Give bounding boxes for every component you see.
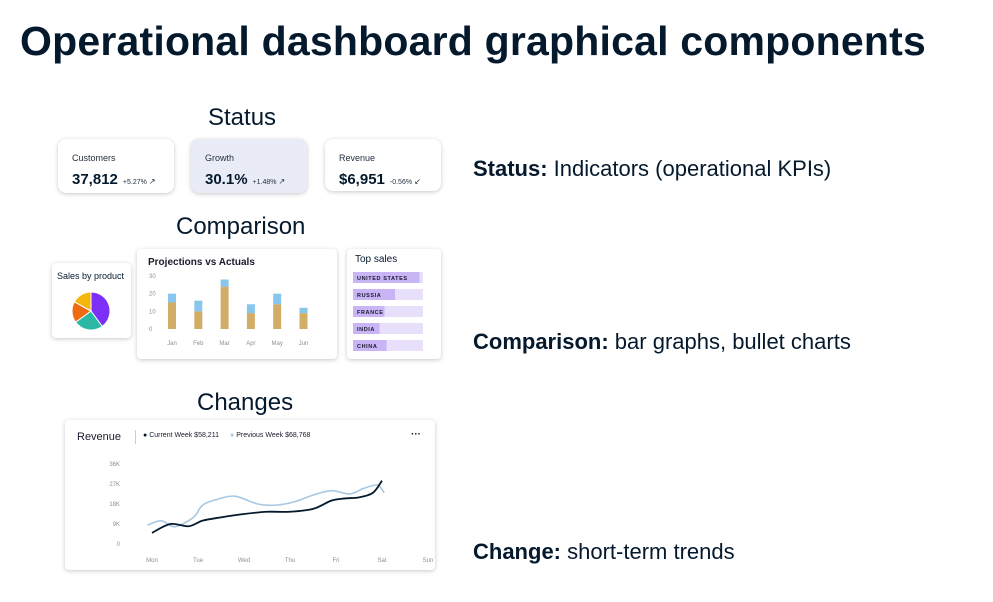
legend-dot-current: ●: [143, 432, 150, 439]
kpi-delta: +1.48%: [252, 179, 277, 186]
previous-week-line: [147, 484, 385, 528]
x-tick-label: Thu: [285, 558, 295, 564]
x-tick-label: Mar: [219, 341, 229, 347]
bullet-track: [353, 306, 423, 317]
legend-current-week: ● Current Week $58,211: [143, 432, 219, 439]
trend-up-icon: ↗: [278, 177, 286, 186]
bullet-bar: [353, 306, 385, 317]
bar-mar-s0: [220, 286, 229, 329]
x-tick-label: Mon: [146, 558, 158, 564]
y-tick-label: 10: [149, 309, 156, 315]
pie-chart-card: Sales by product: [52, 263, 131, 338]
y-tick-label: 27K: [109, 482, 120, 488]
trend-down-icon: ↙: [414, 177, 421, 186]
kpi-card-customers[interactable]: Customers 37,812 +5.27% ↗: [58, 139, 174, 193]
bullet-label: RUSSIA: [357, 293, 381, 299]
top-sales-title: Top sales: [355, 254, 398, 265]
bullet-label: FRANCE: [357, 310, 384, 316]
bar-jan-s1: [168, 293, 176, 303]
bar-jun-s0: [299, 313, 308, 329]
bullet-label: UNITED STATES: [357, 276, 408, 282]
y-tick-label: 30: [149, 274, 156, 280]
top-sales-bullet-chart: UNITED STATES RUSSIA FRANCE INDIA CHINA: [353, 272, 423, 351]
bullet-bar: [353, 272, 420, 283]
current-week-line: [151, 480, 383, 534]
kpi-value: 30.1%: [205, 171, 248, 188]
kpi-card-growth[interactable]: Growth 30.1% +1.48% ↗: [191, 139, 307, 193]
pie-slice-1: [74, 310, 103, 331]
bar-jun-s1: [299, 307, 308, 314]
revenue-chart-card: Revenue ● Current Week $58,211 ● Previou…: [65, 420, 435, 570]
x-tick-label: Wed: [238, 558, 250, 564]
y-tick-label: 0: [149, 327, 153, 333]
revenue-line-chart: 0 9K 18K 27K 36K Mon Tue Wed Thu Fri Sat Sun: [109, 462, 434, 564]
y-tick-label: 18K: [109, 502, 120, 508]
x-tick-label: Apr: [246, 341, 255, 347]
y-tick-label: 36K: [109, 462, 120, 468]
x-tick-label: Tue: [193, 558, 204, 564]
pie-slice-3: [73, 291, 92, 312]
x-tick-label: Jun: [299, 341, 309, 347]
bar-apr-s1: [246, 304, 255, 314]
bar-mar-s1: [220, 279, 229, 287]
changes-heading: Changes: [197, 389, 294, 416]
x-tick-label: Jan: [167, 341, 177, 347]
kpi-value: $6,951: [339, 171, 385, 188]
page-title: Operational dashboard graphical componen…: [20, 18, 926, 64]
bullet-label: CHINA: [357, 344, 377, 350]
bar-feb-s1: [194, 300, 203, 312]
comparison-description: Comparison: bar graphs, bullet charts: [473, 329, 851, 354]
kpi-label: Customers: [72, 153, 116, 163]
bullet-track: [353, 340, 423, 351]
y-tick-label: 9K: [113, 522, 120, 528]
bullet-bar: [353, 340, 387, 351]
x-tick-label: Feb: [193, 341, 204, 347]
x-tick-label: Sat: [377, 558, 386, 564]
pie-slice-0: [90, 291, 111, 328]
kpi-card-revenue[interactable]: Revenue $6,951 -0.56% ↙: [325, 139, 441, 191]
y-tick-label: 0: [117, 542, 121, 548]
legend-dot-previous: ●: [230, 432, 237, 439]
x-tick-label: Sun: [423, 558, 434, 564]
legend-divider: [135, 430, 136, 444]
status-heading: Status: [208, 104, 277, 131]
projections-title: Projections vs Actuals: [148, 257, 255, 268]
top-sales-card: Top sales UNITED STATES RUSSIA FRANCE INDIA…: [347, 249, 441, 359]
x-tick-label: May: [272, 341, 283, 347]
bar-apr-s0: [246, 313, 255, 329]
projections-bar-chart: 0 10 20 30 Jan Feb Mar Apr May Jun: [149, 274, 309, 347]
kpi-delta: -0.56%: [389, 179, 413, 186]
kpi-label: Revenue: [339, 153, 376, 163]
bar-feb-s0: [194, 311, 203, 329]
revenue-title: Revenue: [77, 431, 122, 443]
pie-chart-title: Sales by product: [57, 271, 125, 281]
more-options-icon[interactable]: ···: [411, 429, 421, 440]
comparison-heading: Comparison: [176, 213, 306, 240]
bullet-bar: [353, 323, 380, 334]
x-tick-label: Fri: [333, 558, 340, 564]
bullet-label: INDIA: [357, 327, 375, 333]
bullet-bar: [353, 289, 395, 300]
pie-chart: [71, 291, 111, 331]
status-description: Status: Indicators (operational KPIs): [473, 156, 832, 181]
kpi-label: Growth: [205, 153, 235, 163]
bar-jan-s0: [168, 302, 176, 329]
bullet-track: [353, 323, 423, 334]
bar-may-s1: [273, 293, 282, 305]
change-description: Change: short-term trends: [473, 539, 735, 564]
y-tick-label: 20: [149, 292, 156, 298]
trend-up-icon: ↗: [148, 177, 156, 186]
bar-may-s0: [273, 304, 282, 329]
legend-previous-week: ● Previous Week $68,768: [230, 432, 311, 439]
projections-card: Projections vs Actuals 0 10 20 30 Jan Feb Mar A…: [137, 249, 337, 359]
kpi-value: 37,812: [72, 171, 118, 188]
kpi-delta: +5.27%: [122, 179, 147, 186]
